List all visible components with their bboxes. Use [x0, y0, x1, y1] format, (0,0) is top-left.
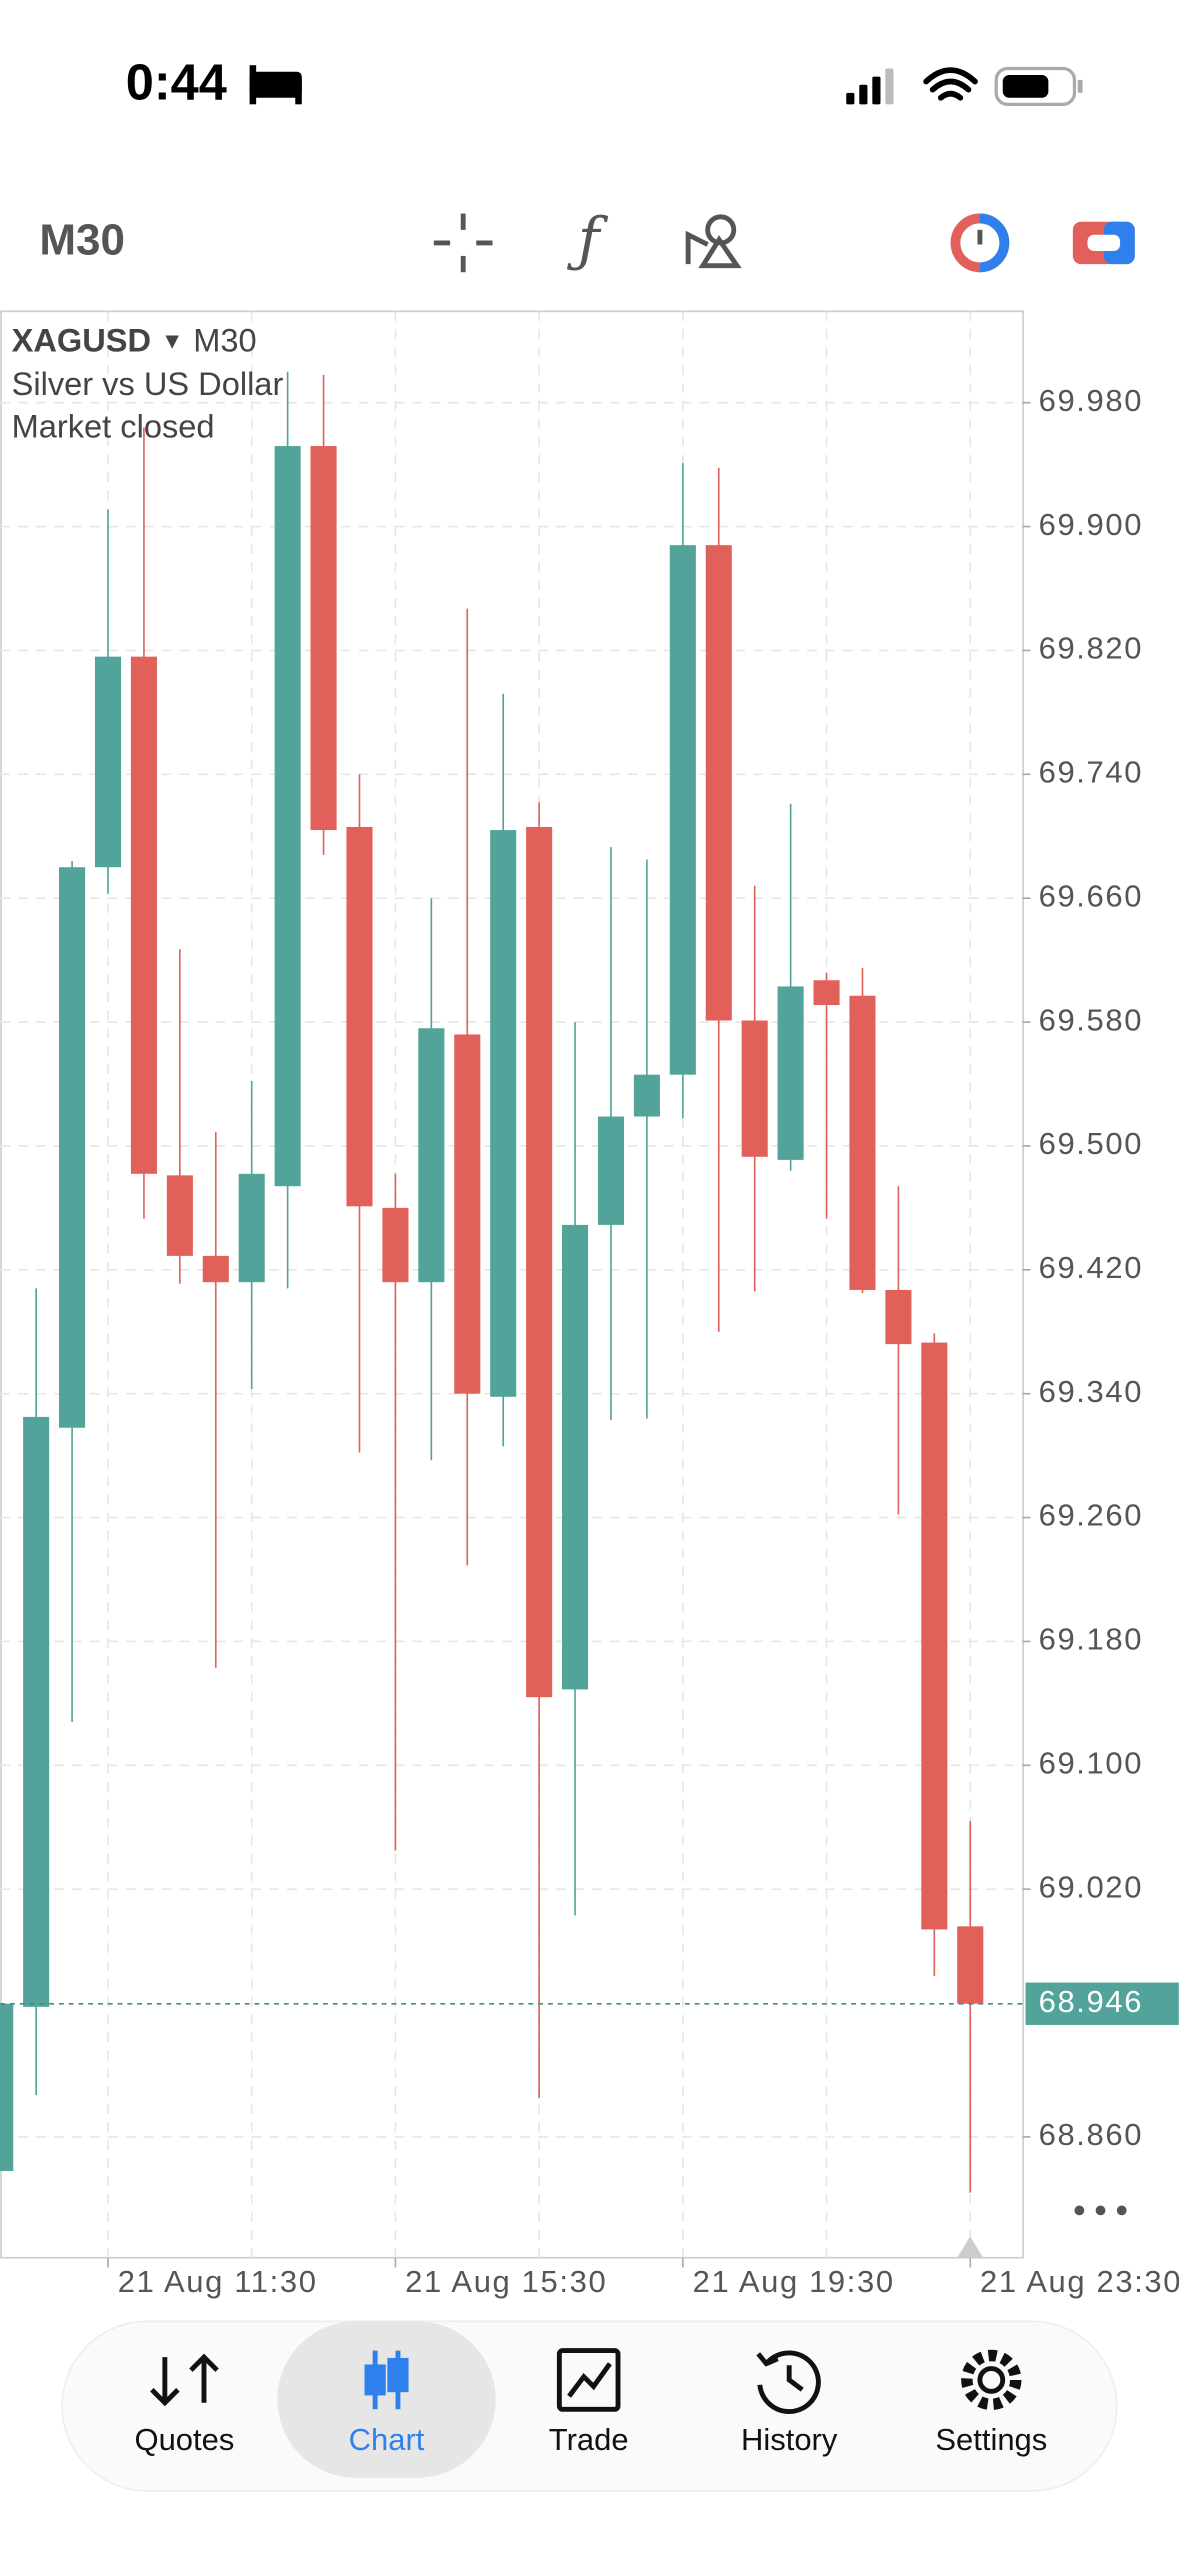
- sleep-icon: [249, 65, 302, 105]
- candle-body: [921, 1342, 948, 1930]
- crosshair-icon[interactable]: [433, 213, 493, 273]
- candle-body: [23, 1416, 50, 2007]
- chart-symbol: XAGUSD ▼ M30: [12, 321, 257, 358]
- y-tick-label: 69.340: [1039, 1374, 1144, 1409]
- tab-icon[interactable]: [756, 2350, 821, 2414]
- candle-body: [238, 1173, 265, 1283]
- candle-body: [597, 1116, 625, 1225]
- candle-body: [490, 830, 517, 1397]
- scroll-marker: [957, 2236, 984, 2258]
- tab-label[interactable]: History: [741, 2422, 838, 2457]
- tab-icon[interactable]: [150, 2353, 219, 2407]
- more-button[interactable]: [1074, 2205, 1127, 2216]
- candle-body: [562, 1224, 589, 1690]
- tab-icon[interactable]: [364, 2350, 409, 2410]
- symbol: XAGUSD: [12, 321, 151, 358]
- candle-body: [669, 545, 696, 1075]
- candle-body: [346, 826, 373, 1207]
- tabs: Quotes Chart Trade History Settings: [134, 2321, 1047, 2478]
- trade-toggle-icon[interactable]: [1072, 221, 1135, 265]
- candle-body: [310, 446, 337, 831]
- x-tick-label: 21 Aug 11:30: [118, 2264, 318, 2299]
- objects-icon[interactable]: [685, 214, 742, 269]
- y-tick-label: 68.860: [1039, 2117, 1144, 2152]
- last-price-label: 68.946: [1039, 1984, 1144, 2019]
- candle-body: [454, 1034, 481, 1394]
- candle-body: [526, 826, 553, 1698]
- candle-body: [741, 1020, 768, 1157]
- status-time: 0:44: [126, 54, 227, 111]
- battery-icon: [994, 66, 1083, 106]
- candle-body: [202, 1255, 229, 1283]
- tab-icon[interactable]: [961, 2349, 1022, 2411]
- y-tick-label: 69.740: [1039, 755, 1144, 790]
- y-tick-label: 69.100: [1039, 1745, 1144, 1780]
- plot-frame: [0, 310, 1024, 2259]
- candle-body: [705, 545, 732, 1021]
- y-tick-label: 69.980: [1039, 383, 1144, 418]
- y-tick-label: 69.020: [1039, 1869, 1144, 1904]
- candle-body: [849, 995, 876, 1290]
- dropdown-arrow[interactable]: ▼: [161, 327, 184, 353]
- x-tick-label: 21 Aug 19:30: [693, 2264, 895, 2299]
- tab-icon[interactable]: [556, 2348, 621, 2412]
- one-click-icon[interactable]: [950, 213, 1010, 273]
- candle-body: [382, 1207, 409, 1283]
- last-price-box: [1025, 1982, 1179, 2025]
- y-tick-label: 69.900: [1039, 507, 1144, 542]
- signal-icon: [846, 68, 894, 105]
- chart-subtitle: Silver vs US Dollar: [12, 365, 284, 402]
- toolbar-timeframe[interactable]: M30: [39, 216, 125, 265]
- candle-body: [166, 1175, 193, 1256]
- candle-body: [633, 1074, 660, 1117]
- y-tick-label: 69.180: [1039, 1622, 1144, 1657]
- x-tick-label: 21 Aug 15:30: [405, 2264, 607, 2299]
- tab-label[interactable]: Quotes: [134, 2422, 234, 2457]
- candle-body: [813, 980, 840, 1006]
- tab-label[interactable]: Trade: [549, 2422, 629, 2457]
- active-tab-pill: [277, 2321, 496, 2478]
- candle-body: [130, 656, 157, 1174]
- candle-body: [957, 1926, 984, 2004]
- wifi-icon: [923, 67, 978, 101]
- y-tick-label: 69.260: [1039, 1498, 1144, 1533]
- y-tick-label: 69.420: [1039, 1250, 1144, 1285]
- tab-bar: [61, 2320, 1118, 2492]
- candle-body: [94, 656, 122, 868]
- candle-body: [59, 867, 86, 1428]
- candle-body: [885, 1289, 912, 1345]
- timeframe: M30: [193, 321, 256, 358]
- x-tick-label: 21 Aug 23:30: [980, 2264, 1179, 2299]
- y-tick-label: 69.660: [1039, 878, 1144, 913]
- tab-label[interactable]: Settings: [935, 2422, 1047, 2457]
- candle-body: [0, 2003, 14, 2171]
- candle-body: [777, 986, 804, 1160]
- y-tick-label: 69.820: [1039, 631, 1144, 666]
- candle-body: [418, 1028, 445, 1283]
- y-tick-label: 69.500: [1039, 1126, 1144, 1161]
- y-tick-label: 69.580: [1039, 1002, 1144, 1037]
- plot: 69.980 69.900 69.820 69.740 69.660 69.580 69.5…: [0, 311, 1144, 2268]
- candle-body: [274, 446, 301, 1187]
- tab-label[interactable]: Chart: [349, 2422, 425, 2457]
- market-status: Market closed: [12, 407, 215, 444]
